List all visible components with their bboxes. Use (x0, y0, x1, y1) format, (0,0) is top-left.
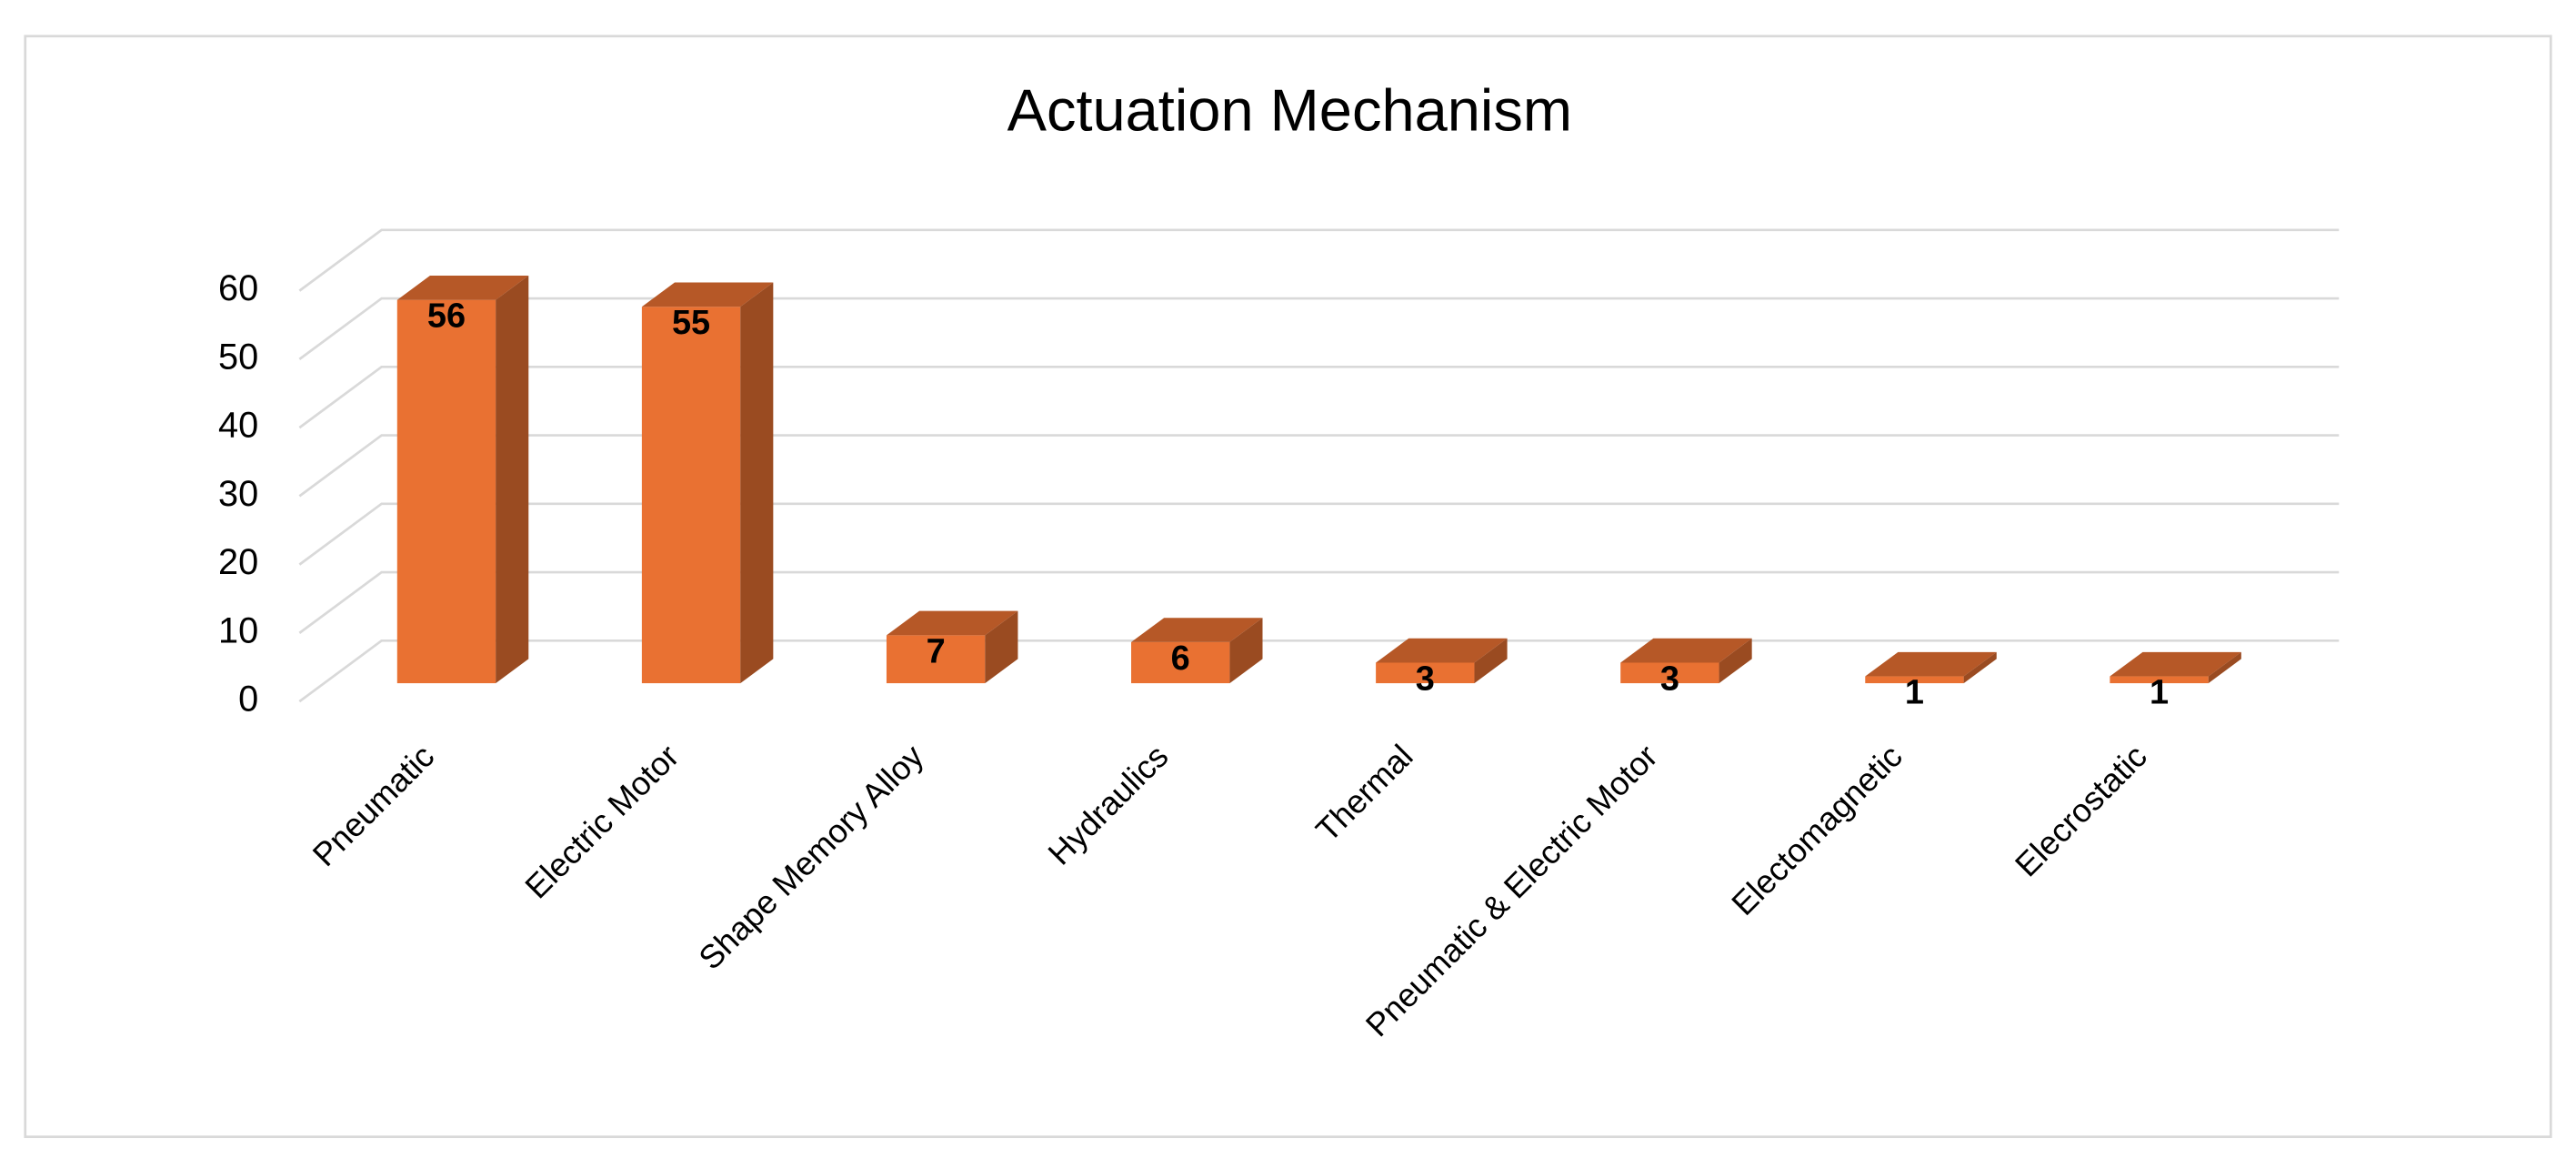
bar (396, 299, 496, 684)
value-label: 3 (1660, 660, 1679, 698)
value-label: 55 (672, 304, 710, 342)
grid-line (298, 365, 2340, 429)
bar-top (1131, 618, 1263, 642)
grid-line (298, 502, 2340, 566)
y-tick-label: 30 (218, 474, 258, 514)
value-label: 56 (427, 297, 466, 336)
value-label: 6 (1171, 639, 1190, 678)
bar-side (740, 282, 774, 684)
bar-top (886, 610, 1018, 636)
chart-title: Actuation Mechanism (1007, 77, 1572, 144)
bar-side (1719, 638, 1752, 684)
bar (1865, 676, 1964, 684)
bar-side (2208, 651, 2241, 684)
y-tick-label: 10 (218, 610, 258, 650)
y-tick-label: 0 (238, 680, 258, 720)
bar-side (496, 275, 529, 684)
grid-line (298, 297, 2340, 360)
bar (1620, 662, 1719, 684)
value-label: 1 (1905, 673, 1924, 711)
y-tick-label: 40 (218, 406, 258, 446)
bar (2110, 676, 2209, 684)
bar-top (2110, 651, 2241, 677)
bar-top (1376, 638, 1508, 663)
y-tick-label: 60 (218, 268, 258, 308)
value-label: 1 (2150, 673, 2169, 711)
bar (1376, 662, 1475, 684)
bar-top (396, 275, 529, 300)
value-label: 3 (1416, 660, 1435, 698)
bar-side (1229, 618, 1263, 684)
grid-line (298, 570, 2340, 634)
grid-line (298, 434, 2340, 498)
bar-top (1620, 638, 1752, 663)
value-label: 7 (927, 632, 946, 670)
grid-line (298, 228, 2340, 292)
bar (1131, 641, 1230, 684)
bar-top (641, 282, 774, 307)
y-tick-label: 50 (218, 337, 258, 377)
y-tick-label: 20 (218, 542, 258, 582)
bar-side (1963, 651, 1997, 684)
bar-side (1474, 638, 1508, 684)
bar (886, 635, 986, 684)
bar-side (985, 610, 1018, 684)
bar-top (1865, 651, 1997, 677)
bar (641, 307, 741, 684)
